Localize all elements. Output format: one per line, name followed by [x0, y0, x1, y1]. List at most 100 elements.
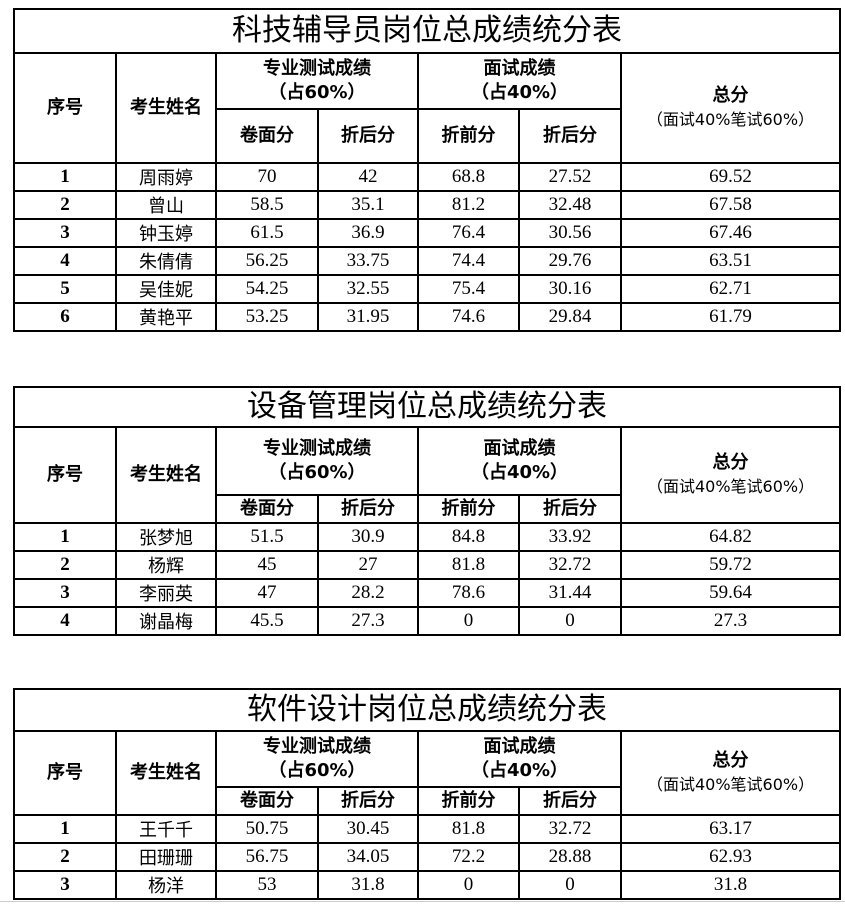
cell-index: 2 — [13, 190, 117, 220]
table-row: 4 谢晶梅 45.5 27.3 0 0 27.3 — [13, 606, 842, 636]
table-title: 软件设计岗位总成绩统分表 — [12, 688, 842, 732]
cell-index: 3 — [13, 870, 117, 900]
total-formula-label: （面试40%笔试60%） — [646, 775, 815, 794]
header-paper-score: 卷面分 — [215, 108, 319, 164]
interview-group-label: 面试成绩 — [483, 735, 556, 757]
cell-interview-raw: 0 — [417, 870, 520, 900]
header-written-group: 专业测试成绩 （占60%） — [215, 52, 419, 110]
cell-paper-score: 56.25 — [215, 246, 319, 276]
cell-index: 1 — [13, 162, 117, 192]
cell-interview-raw: 74.6 — [417, 302, 520, 332]
table-row: 1 王千千 50.75 30.45 81.8 32.72 63.17 — [13, 814, 842, 844]
cell-interview-raw: 81.8 — [417, 550, 520, 580]
header-interview-raw: 折前分 — [417, 786, 520, 816]
cell-name: 黄艳平 — [115, 302, 217, 332]
cell-interview-weighted: 27.52 — [518, 162, 622, 192]
cell-name: 朱倩倩 — [115, 246, 217, 276]
table-row: 6 黄艳平 53.25 31.95 74.6 29.84 61.79 — [13, 302, 841, 332]
header-interview-raw: 折前分 — [417, 494, 520, 524]
header-total: 总分 （面试40%笔试60%） — [620, 52, 841, 164]
cell-index: 2 — [13, 550, 117, 580]
cell-name: 钟玉婷 — [115, 218, 217, 248]
table-row: 3 李丽英 47 28.2 78.6 31.44 59.64 — [13, 578, 842, 608]
cell-total: 27.3 — [619, 606, 842, 636]
cell-written-weighted: 27 — [317, 550, 419, 580]
header-interview-weighted: 折后分 — [518, 494, 622, 524]
total-formula-label: （面试40%笔试60%） — [646, 110, 815, 129]
cell-name: 田珊珊 — [115, 842, 217, 872]
cell-paper-score: 45 — [215, 550, 319, 580]
header-written-weighted: 折后分 — [317, 786, 419, 816]
cell-interview-weighted: 29.76 — [518, 246, 622, 276]
cell-index: 3 — [13, 578, 117, 608]
cell-written-weighted: 36.9 — [317, 218, 419, 248]
cell-index: 4 — [13, 606, 117, 636]
written-group-label: 专业测试成绩 — [263, 57, 371, 79]
table-row: 4 朱倩倩 56.25 33.75 74.4 29.76 63.51 — [13, 246, 841, 276]
divider — [0, 901, 845, 902]
cell-name: 杨辉 — [115, 550, 217, 580]
cell-written-weighted: 30.9 — [317, 522, 419, 552]
cell-total: 63.17 — [619, 814, 842, 844]
header-written-weighted: 折后分 — [317, 494, 419, 524]
header-interview-weighted: 折后分 — [518, 786, 622, 816]
table-row: 2 杨辉 45 27 81.8 32.72 59.72 — [13, 550, 842, 580]
cell-interview-weighted: 28.88 — [518, 842, 622, 872]
table-title: 科技辅导员岗位总成绩统分表 — [13, 8, 841, 54]
cell-paper-score: 53.25 — [215, 302, 319, 332]
table-row: 1 周雨婷 70 42 68.8 27.52 69.52 — [13, 162, 841, 192]
cell-written-weighted: 33.75 — [317, 246, 419, 276]
table-row: 3 钟玉婷 61.5 36.9 76.4 30.56 67.46 — [13, 218, 841, 248]
cell-paper-score: 58.5 — [215, 190, 319, 220]
cell-interview-weighted: 32.48 — [518, 190, 622, 220]
header-name: 考生姓名 — [115, 52, 217, 164]
cell-interview-raw: 68.8 — [417, 162, 520, 192]
cell-interview-weighted: 0 — [518, 870, 622, 900]
cell-paper-score: 45.5 — [215, 606, 319, 636]
cell-paper-score: 56.75 — [215, 842, 319, 872]
cell-interview-raw: 76.4 — [417, 218, 520, 248]
header-written-group: 专业测试成绩 （占60%） — [215, 730, 419, 788]
cell-name: 王千千 — [115, 814, 217, 844]
cell-total: 64.82 — [619, 522, 842, 552]
cell-total: 59.72 — [619, 550, 842, 580]
table-row: 2 田珊珊 56.75 34.05 72.2 28.88 62.93 — [13, 842, 842, 872]
cell-name: 曾山 — [115, 190, 217, 220]
cell-interview-weighted: 29.84 — [518, 302, 622, 332]
cell-total: 61.79 — [620, 302, 841, 332]
cell-name: 谢晶梅 — [115, 606, 217, 636]
cell-written-weighted: 34.05 — [317, 842, 419, 872]
cell-interview-weighted: 33.92 — [518, 522, 622, 552]
cell-written-weighted: 31.95 — [317, 302, 419, 332]
cell-total: 31.8 — [619, 870, 842, 900]
cell-index: 5 — [13, 274, 117, 304]
score-table: 科技辅导员岗位总成绩统分表 序号 考生姓名 专业测试成绩 （占60%） 面试成绩 （占40%… — [13, 8, 841, 332]
score-table: 软件设计岗位总成绩统分表 序号 考生姓名 专业测试成绩 （占60%） 面试成绩 （占40%）… — [12, 688, 842, 900]
cell-written-weighted: 32.55 — [317, 274, 419, 304]
header-paper-score: 卷面分 — [215, 494, 319, 524]
cell-name: 杨洋 — [115, 870, 217, 900]
cell-index: 4 — [13, 246, 117, 276]
header-written-group: 专业测试成绩 （占60%） — [215, 426, 419, 496]
cell-written-weighted: 42 — [317, 162, 419, 192]
cell-interview-raw: 75.4 — [417, 274, 520, 304]
score-table: 设备管理岗位总成绩统分表 序号 考生姓名 专业测试成绩 （占60%） 面试成绩 （占40%）… — [12, 386, 842, 636]
header-interview-group: 面试成绩 （占40%） — [417, 52, 622, 110]
cell-written-weighted: 28.2 — [317, 578, 419, 608]
table-row: 2 曾山 58.5 35.1 81.2 32.48 67.58 — [13, 190, 841, 220]
header-total: 总分 （面试40%笔试60%） — [619, 426, 842, 524]
cell-name: 吴佳妮 — [115, 274, 217, 304]
written-weight-label: （占60%） — [268, 82, 366, 103]
cell-interview-raw: 84.8 — [417, 522, 520, 552]
cell-written-weighted: 27.3 — [317, 606, 419, 636]
header-interview-group: 面试成绩 （占40%） — [417, 426, 622, 496]
table-row: 1 张梦旭 51.5 30.9 84.8 33.92 64.82 — [13, 522, 842, 552]
header-total: 总分 （面试40%笔试60%） — [619, 730, 842, 816]
cell-total: 63.51 — [620, 246, 841, 276]
cell-interview-weighted: 30.56 — [518, 218, 622, 248]
cell-written-weighted: 30.45 — [317, 814, 419, 844]
header-index: 序号 — [13, 426, 117, 524]
total-label: 总分 — [712, 84, 749, 106]
written-group-label: 专业测试成绩 — [263, 437, 371, 459]
cell-paper-score: 70 — [215, 162, 319, 192]
